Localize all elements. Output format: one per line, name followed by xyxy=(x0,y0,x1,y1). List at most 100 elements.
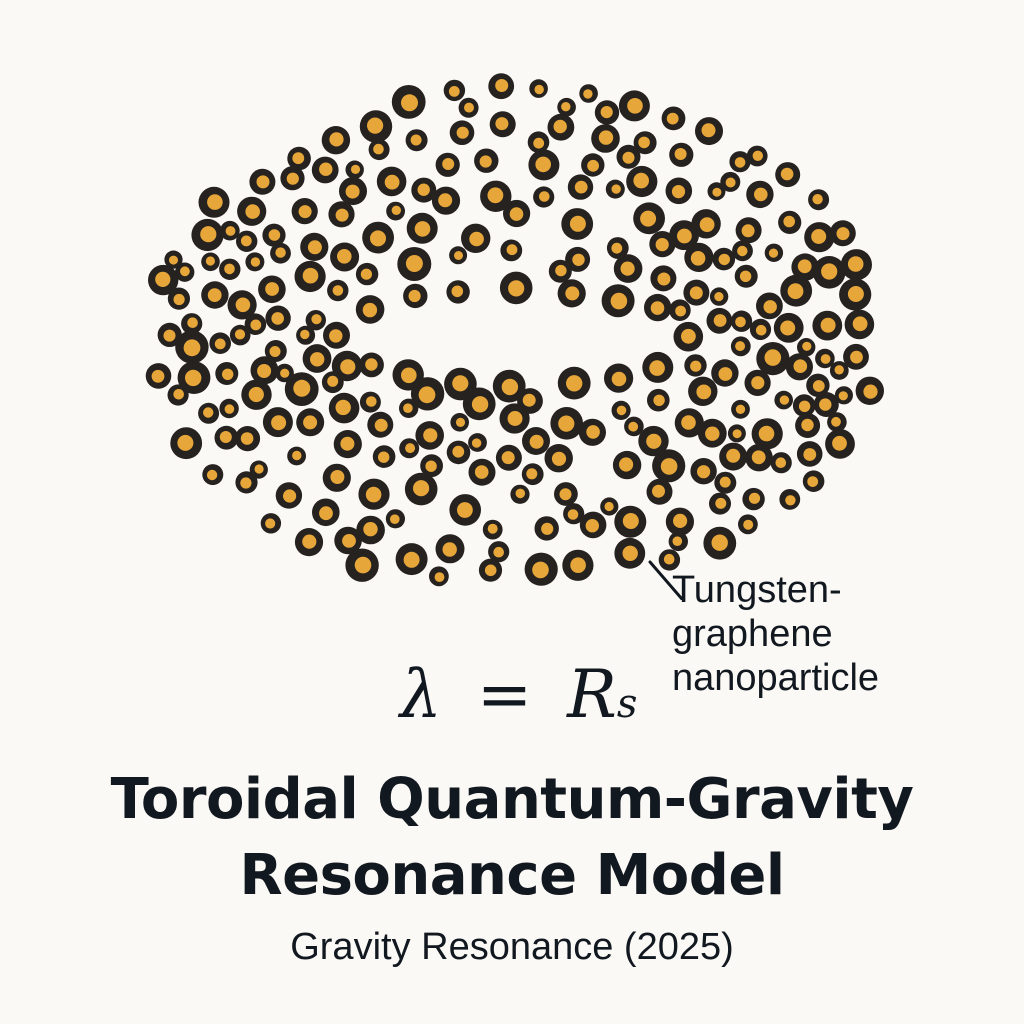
nanoparticle xyxy=(502,199,531,228)
nanoparticle xyxy=(167,384,189,406)
nanoparticle-core xyxy=(310,352,325,367)
nanoparticle xyxy=(673,321,704,352)
nanoparticle xyxy=(327,279,349,302)
nanoparticle xyxy=(362,221,394,254)
nanoparticle-core xyxy=(587,159,599,172)
nanoparticle xyxy=(658,549,681,571)
nanoparticle xyxy=(647,388,670,412)
nanoparticle xyxy=(731,399,750,419)
nanoparticle-core xyxy=(405,443,416,454)
equation-lhs: λ xyxy=(400,656,442,733)
nanoparticle xyxy=(756,342,790,376)
nanoparticle xyxy=(683,279,710,306)
nanoparticle xyxy=(591,124,620,153)
nanoparticle-core xyxy=(340,359,356,375)
nanoparticle xyxy=(446,280,470,304)
nanoparticle xyxy=(674,408,704,438)
nanoparticle-core xyxy=(735,316,746,328)
nanoparticle xyxy=(198,186,230,218)
nanoparticle-core xyxy=(367,117,384,134)
nanoparticle-core xyxy=(207,194,223,210)
nanoparticle xyxy=(611,400,631,420)
nanoparticle xyxy=(157,322,182,347)
nanoparticle xyxy=(695,117,723,146)
nanoparticle xyxy=(220,220,240,241)
nanoparticle-core xyxy=(734,157,746,168)
nanoparticle-core xyxy=(787,283,804,300)
nanoparticle xyxy=(690,458,717,485)
nanoparticle xyxy=(775,162,801,188)
nanoparticle xyxy=(606,237,629,259)
nanoparticle xyxy=(236,230,258,252)
nanoparticle xyxy=(827,412,847,432)
nanoparticle xyxy=(806,373,830,397)
nanoparticle xyxy=(649,231,676,258)
nanoparticle xyxy=(565,246,591,272)
nanoparticle xyxy=(167,287,190,310)
nanoparticle xyxy=(791,253,819,281)
nanoparticle-core xyxy=(206,469,218,481)
nanoparticle xyxy=(815,348,835,369)
nanoparticle xyxy=(703,526,737,560)
nanoparticle xyxy=(358,478,390,510)
nanoparticle xyxy=(275,482,303,509)
nanoparticle xyxy=(334,526,362,555)
subtitle: Gravity Resonance (2025) xyxy=(290,926,734,968)
nanoparticle-core xyxy=(701,123,716,138)
nanoparticle xyxy=(229,324,251,346)
nanoparticle-core xyxy=(696,384,712,400)
nanoparticle xyxy=(554,482,578,506)
nanoparticle-core xyxy=(677,228,692,244)
nanoparticle-core xyxy=(652,484,665,498)
nanoparticle-core xyxy=(752,150,763,161)
nanoparticle-core xyxy=(300,329,310,340)
nanoparticle-core xyxy=(539,191,550,202)
nanoparticle xyxy=(296,325,316,345)
nanoparticle-core xyxy=(448,86,460,97)
nanoparticle-core xyxy=(553,119,567,134)
nanoparticle xyxy=(287,146,311,171)
nanoparticle xyxy=(844,309,875,340)
nanoparticle-core xyxy=(779,395,790,405)
nanoparticle-core xyxy=(803,448,817,461)
nanoparticle-core xyxy=(619,457,634,472)
nanoparticle xyxy=(764,243,784,262)
nanoparticle-core xyxy=(403,403,413,414)
nanoparticle xyxy=(839,278,872,311)
nanoparticle xyxy=(321,126,351,155)
nanoparticle-core xyxy=(811,229,827,244)
nanoparticle xyxy=(405,129,428,152)
nanoparticle-core xyxy=(583,89,593,99)
nanoparticle-core xyxy=(798,400,811,412)
nanoparticle xyxy=(312,498,340,527)
nanoparticle xyxy=(614,537,646,569)
nanoparticle-core xyxy=(271,415,287,431)
nanoparticle xyxy=(201,252,220,272)
nanoparticle xyxy=(302,344,332,373)
nanoparticle-core xyxy=(847,256,864,272)
nanoparticle xyxy=(333,430,362,459)
nanoparticle xyxy=(355,295,385,324)
nanoparticle xyxy=(446,440,471,465)
nanoparticle xyxy=(735,217,762,244)
nanoparticle xyxy=(330,242,360,272)
nanoparticle-core xyxy=(726,448,741,463)
nanoparticle-core xyxy=(350,164,361,174)
nanoparticle xyxy=(557,97,576,117)
nanoparticle-core xyxy=(329,329,343,343)
nanoparticle-core xyxy=(780,167,794,181)
nanoparticle xyxy=(688,376,718,406)
nanoparticle xyxy=(201,281,229,309)
nanoparticle-core xyxy=(471,438,482,448)
nanoparticle-core xyxy=(340,436,355,451)
nanoparticle-core xyxy=(572,253,585,266)
nanoparticle-core xyxy=(155,271,171,287)
nanoparticle xyxy=(482,519,503,540)
nanoparticle-core xyxy=(567,509,579,520)
callout-line-3: nanoparticle xyxy=(672,657,880,699)
nanoparticle xyxy=(249,460,268,479)
nanoparticle-core xyxy=(183,339,201,357)
nanoparticle-core xyxy=(831,416,841,427)
nanoparticle-core xyxy=(627,98,643,114)
nanoparticle xyxy=(813,392,839,417)
